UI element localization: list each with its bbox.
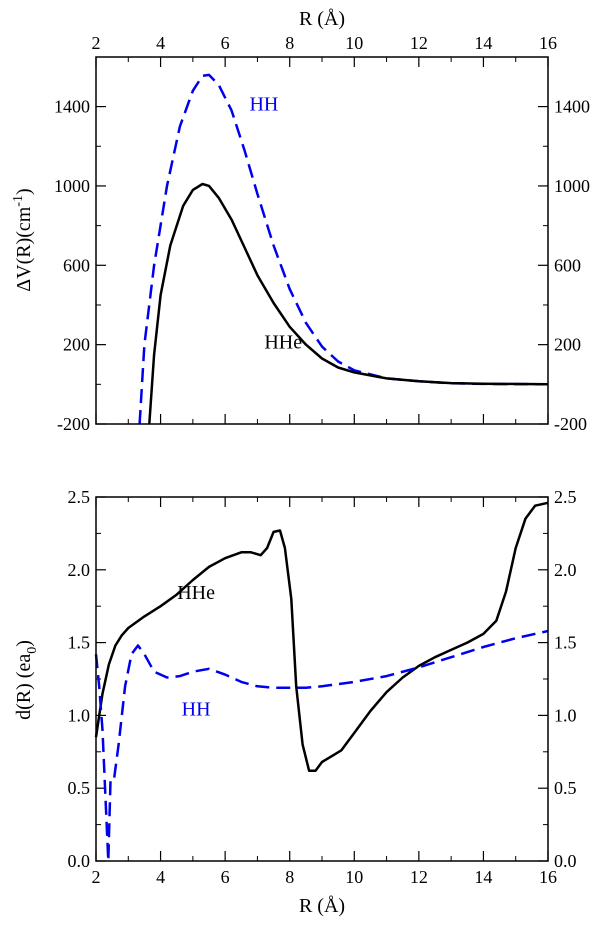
top-ytick-label-left: 1000 bbox=[54, 176, 90, 196]
top-annotation-hhe: HHe bbox=[264, 332, 302, 354]
top-ticks: 2 4 6 8 10 12 14 16 -200 -200 200 200 600 600 1000 1000… bbox=[54, 33, 590, 434]
top-ytick-label-right: 600 bbox=[554, 255, 581, 275]
top-xtick-label-top: 10 bbox=[345, 33, 363, 53]
top-y-axis-label-sup: -1 bbox=[11, 195, 26, 207]
bottom-x-axis-label: R (Å) bbox=[299, 895, 345, 917]
bottom-ytick-label-left: 2.0 bbox=[68, 560, 91, 580]
bottom-series: HHe HH bbox=[94, 501, 549, 863]
bottom-ytick-label-right: 1.5 bbox=[554, 633, 577, 653]
top-ytick-label-right: 200 bbox=[554, 335, 581, 355]
top-ytick-label-right: 1000 bbox=[554, 176, 590, 196]
panel-potential-difference: R (Å) 2 4 6 8 10 12 14 16 -200 -200 200 200 600 600 10… bbox=[11, 8, 590, 434]
bottom-ytick-label-left: 1.5 bbox=[68, 633, 91, 653]
bottom-ytick-label-right: 2.0 bbox=[554, 560, 577, 580]
panel-dipole: 2 4 6 8 10 12 14 160.0 0.00.5 0.51.0 1.01.5 1.52.0 2… bbox=[13, 487, 577, 917]
bottom-xtick-label-bottom: 8 bbox=[285, 867, 294, 887]
bottom-ytick-label-left: 1.0 bbox=[68, 705, 91, 725]
bottom-ytick-label-left: 0.5 bbox=[68, 778, 91, 798]
top-ytick-label-left: -200 bbox=[57, 414, 90, 434]
bottom-xtick-label-bottom: 16 bbox=[539, 867, 557, 887]
top-series-hhe-line bbox=[148, 182, 549, 425]
bottom-annotation-hh: HH bbox=[182, 698, 211, 720]
top-ytick-label-right: 1400 bbox=[554, 97, 590, 117]
top-xtick-label-top: 6 bbox=[221, 33, 230, 53]
bottom-series-hh-line bbox=[94, 629, 549, 863]
top-series: HH HHe bbox=[138, 73, 549, 425]
bottom-ytick-label-right: 1.0 bbox=[554, 705, 577, 725]
bottom-xtick-label-bottom: 6 bbox=[221, 867, 230, 887]
bottom-y-axis-label-sub: 0 bbox=[25, 647, 40, 654]
bottom-annotation-hhe: HHe bbox=[177, 582, 215, 604]
top-xtick-label-top: 2 bbox=[92, 33, 101, 53]
top-xtick-label-top: 14 bbox=[474, 33, 492, 53]
top-xtick-label-top: 16 bbox=[539, 33, 557, 53]
bottom-xtick-label-bottom: 12 bbox=[410, 867, 428, 887]
bottom-xtick-label-bottom: 4 bbox=[156, 867, 165, 887]
top-xtick-label-top: 8 bbox=[285, 33, 294, 53]
bottom-xtick-label-bottom: 14 bbox=[474, 867, 492, 887]
bottom-ytick-label-left: 2.5 bbox=[68, 487, 91, 507]
bottom-ytick-label-right: 0.5 bbox=[554, 778, 577, 798]
top-x-axis-label: R (Å) bbox=[299, 8, 345, 30]
top-xtick-label-top: 12 bbox=[410, 33, 428, 53]
bottom-y-axis-label-close: ) bbox=[13, 640, 35, 647]
top-plot-frame bbox=[95, 56, 549, 425]
bottom-ytick-label-right: 2.5 bbox=[554, 487, 577, 507]
top-ytick-label-left: 200 bbox=[63, 335, 90, 355]
top-ytick-label-left: 1400 bbox=[54, 97, 90, 117]
top-annotation-hh: HH bbox=[249, 94, 278, 116]
bottom-y-axis-label: d(R) (ea0) bbox=[13, 640, 40, 720]
top-y-axis-label: ΔV(R)(cm-1) bbox=[11, 188, 35, 291]
bottom-plot-frame bbox=[95, 496, 549, 862]
bottom-ytick-label-left: 0.0 bbox=[68, 851, 91, 871]
bottom-xtick-label-bottom: 2 bbox=[92, 867, 101, 887]
top-y-axis-label-main: ΔV(R)(cm bbox=[13, 206, 35, 292]
top-xtick-label-top: 4 bbox=[156, 33, 165, 53]
bottom-ytick-label-right: 0.0 bbox=[554, 851, 577, 871]
bottom-xtick-label-bottom: 10 bbox=[345, 867, 363, 887]
bottom-series-hhe-line bbox=[94, 501, 549, 772]
top-series-hh-line bbox=[138, 73, 549, 425]
top-ytick-label-left: 600 bbox=[63, 255, 90, 275]
top-y-axis-label-close: ) bbox=[13, 188, 35, 195]
bottom-y-axis-label-main: d(R) (ea bbox=[13, 654, 35, 720]
top-ytick-label-right: -200 bbox=[554, 414, 587, 434]
